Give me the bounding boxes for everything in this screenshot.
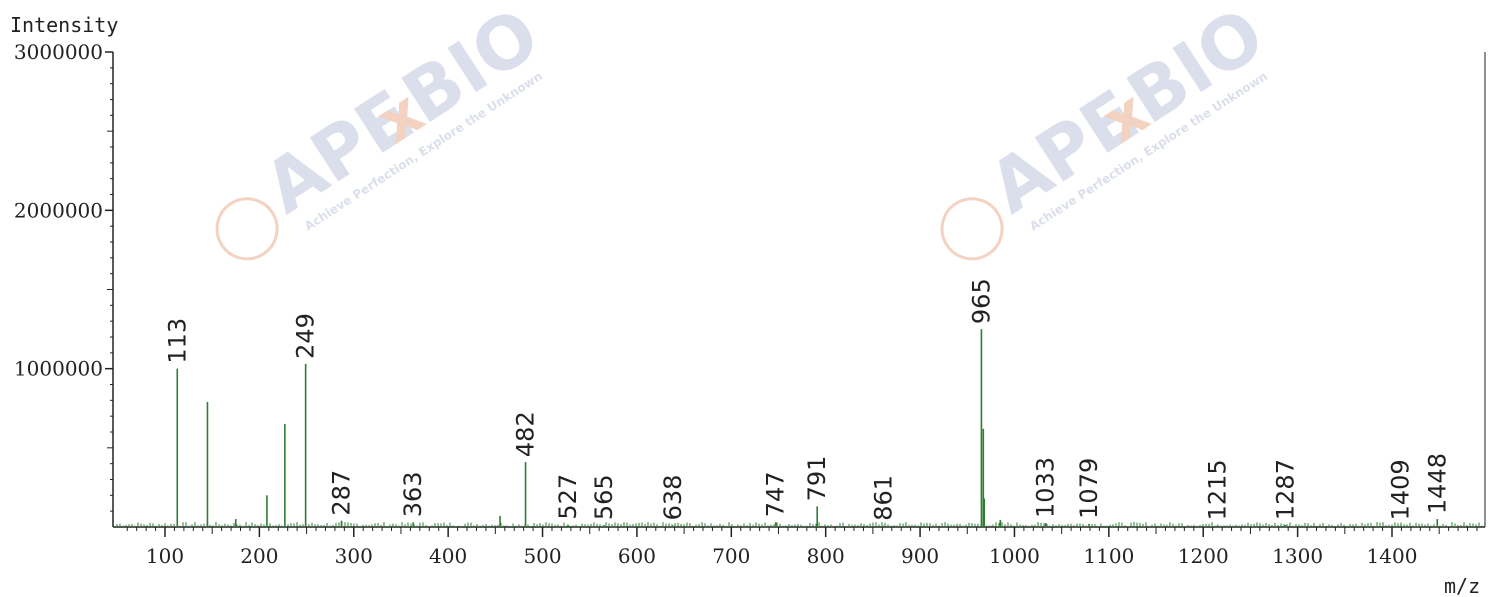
x-tick-label: 1000 bbox=[989, 544, 1040, 568]
x-tick-label: 900 bbox=[901, 544, 939, 568]
peak-label: 1448 bbox=[1423, 453, 1451, 514]
peak-label: 527 bbox=[554, 474, 582, 520]
x-tick-label: 100 bbox=[146, 544, 184, 568]
x-tick-label: 1400 bbox=[1367, 544, 1418, 568]
spectrum-peaks bbox=[176, 329, 1439, 527]
peak-label: 1287 bbox=[1271, 459, 1299, 520]
watermark-logo-icon bbox=[215, 197, 279, 261]
y-axis-ticks: 1000000 2000000 3000000 bbox=[14, 40, 113, 512]
x-tick-label: 600 bbox=[618, 544, 656, 568]
watermark-right: APE x BIO Achieve Perfection, Explore th… bbox=[940, 0, 1279, 261]
peak-label: 1079 bbox=[1075, 458, 1103, 519]
peak-label: 1409 bbox=[1386, 459, 1414, 520]
baseline-noise bbox=[116, 522, 1483, 527]
peak-label: 861 bbox=[869, 475, 897, 521]
x-tick-label: 400 bbox=[429, 544, 467, 568]
y-tick-label: 2000000 bbox=[14, 198, 103, 222]
x-tick-label: 200 bbox=[240, 544, 278, 568]
peak-label: 638 bbox=[659, 475, 687, 521]
x-tick-label: 300 bbox=[335, 544, 373, 568]
x-tick-label: 1100 bbox=[1083, 544, 1134, 568]
peak-label: 1033 bbox=[1032, 457, 1060, 518]
watermark-logo-icon bbox=[940, 197, 1004, 261]
x-tick-label: 700 bbox=[712, 544, 750, 568]
peak-label: 482 bbox=[512, 411, 540, 457]
x-tick-label: 1200 bbox=[1178, 544, 1229, 568]
peak-label: 249 bbox=[292, 313, 320, 359]
peak-label: 965 bbox=[967, 278, 995, 324]
peak-label: 791 bbox=[803, 456, 831, 502]
y-tick-label: 3000000 bbox=[14, 40, 103, 64]
peak-label: 363 bbox=[399, 471, 427, 517]
x-axis-title: m/z bbox=[1444, 574, 1480, 597]
y-axis-title: Intensity bbox=[10, 13, 118, 37]
peak-labels: 113 249 287 363 482 527 565 638 747 791 861 965 1033… bbox=[163, 278, 1451, 520]
peak-label: 565 bbox=[590, 474, 618, 520]
peak-label: 287 bbox=[327, 470, 355, 516]
peak-label: 113 bbox=[163, 318, 191, 364]
watermark-left: APE x BIO Achieve Perfection, Explore th… bbox=[215, 0, 554, 261]
x-tick-label: 1300 bbox=[1272, 544, 1323, 568]
x-axis-ticks: 100 200 300 400 500 600 700 800 900 1000 1100 1200 1… bbox=[126, 527, 1478, 568]
y-tick-label: 1000000 bbox=[14, 357, 103, 381]
peak-label: 747 bbox=[762, 471, 790, 517]
x-tick-label: 800 bbox=[807, 544, 845, 568]
x-tick-label: 500 bbox=[523, 544, 561, 568]
peak-label: 1215 bbox=[1203, 459, 1231, 520]
